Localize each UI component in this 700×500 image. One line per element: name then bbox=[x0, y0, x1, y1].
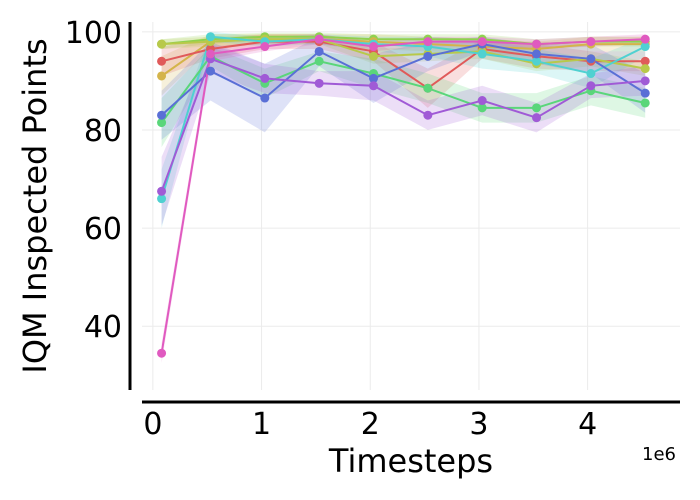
data-point bbox=[157, 56, 167, 66]
data-point bbox=[640, 76, 650, 86]
x-tick-label: 0 bbox=[143, 407, 162, 442]
data-point bbox=[423, 51, 433, 61]
data-point bbox=[314, 34, 324, 44]
data-point bbox=[423, 110, 433, 120]
data-point bbox=[260, 93, 270, 103]
data-point bbox=[477, 37, 487, 47]
data-point bbox=[532, 56, 542, 66]
data-point bbox=[157, 71, 167, 81]
series-line bbox=[160, 38, 646, 354]
series-band bbox=[161, 34, 646, 96]
data-point bbox=[314, 46, 324, 56]
x-tick-label: 4 bbox=[578, 407, 597, 442]
data-point bbox=[640, 64, 650, 74]
data-point bbox=[369, 51, 379, 61]
data-point bbox=[477, 96, 487, 106]
data-point bbox=[586, 81, 596, 91]
data-point bbox=[586, 54, 596, 64]
data-point bbox=[157, 348, 167, 358]
data-point bbox=[369, 73, 379, 83]
y-tick-label: 100 bbox=[65, 16, 122, 51]
data-point bbox=[369, 42, 379, 52]
series-band bbox=[161, 36, 646, 140]
data-point bbox=[586, 69, 596, 79]
data-point bbox=[157, 110, 167, 120]
data-point bbox=[532, 49, 542, 59]
data-point bbox=[423, 37, 433, 47]
series-line bbox=[160, 35, 646, 199]
y-tick-labels: 40 60 80 100 bbox=[65, 16, 122, 345]
series-band bbox=[161, 46, 646, 148]
data-point bbox=[586, 37, 596, 47]
data-point bbox=[640, 56, 650, 66]
series-line bbox=[160, 57, 646, 192]
x-tick-label: 1 bbox=[252, 407, 271, 442]
data-point bbox=[205, 32, 215, 42]
data-point bbox=[260, 42, 270, 52]
y-tick-label: 80 bbox=[84, 114, 122, 149]
data-point bbox=[157, 186, 167, 196]
data-point bbox=[314, 78, 324, 88]
data-point bbox=[369, 81, 379, 91]
data-point bbox=[532, 103, 542, 113]
x-axis-offset-label: 1e6 bbox=[642, 444, 676, 465]
x-tick-label: 2 bbox=[361, 407, 380, 442]
x-tick-labels: 0 1 2 3 4 bbox=[143, 407, 597, 442]
data-point bbox=[423, 83, 433, 93]
axes bbox=[128, 22, 680, 404]
data-point bbox=[640, 34, 650, 44]
series-points bbox=[157, 32, 650, 358]
x-tick-label: 3 bbox=[469, 407, 488, 442]
data-point bbox=[640, 42, 650, 52]
data-point bbox=[260, 73, 270, 83]
data-point bbox=[157, 118, 167, 128]
data-point bbox=[157, 39, 167, 49]
data-point bbox=[640, 88, 650, 98]
series-line bbox=[161, 40, 646, 90]
data-point bbox=[205, 49, 215, 59]
y-tick-label: 60 bbox=[84, 212, 122, 247]
x-axis-label: Timesteps bbox=[328, 442, 493, 480]
y-axis-label: IQM Inspected Points bbox=[16, 38, 54, 373]
data-point bbox=[477, 49, 487, 59]
data-point bbox=[314, 56, 324, 66]
series-lines bbox=[160, 35, 646, 354]
series-line bbox=[161, 38, 646, 70]
series-line bbox=[160, 55, 646, 124]
data-point bbox=[157, 194, 167, 204]
series-line bbox=[160, 43, 646, 116]
data-point bbox=[205, 66, 215, 76]
data-point bbox=[477, 103, 487, 113]
series-band bbox=[161, 44, 646, 226]
data-point bbox=[532, 39, 542, 49]
data-point bbox=[532, 113, 542, 123]
y-tick-label: 40 bbox=[84, 310, 122, 345]
data-point bbox=[640, 98, 650, 108]
